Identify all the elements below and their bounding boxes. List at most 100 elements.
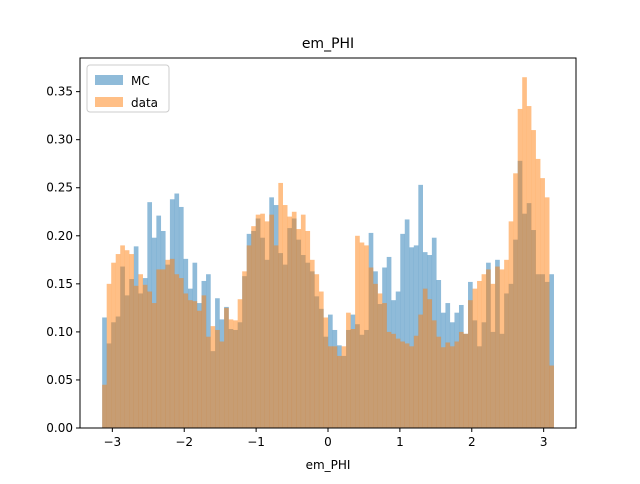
bar: [332, 346, 338, 428]
bar: [169, 258, 175, 428]
bar: [359, 242, 365, 428]
bar: [513, 173, 518, 428]
y-tick-label: 0.05: [46, 373, 73, 387]
bar: [427, 299, 433, 428]
x-axis-label: em_PHI: [306, 458, 351, 472]
bar: [535, 158, 541, 428]
bar: [377, 293, 383, 428]
y-tick-label: 0.00: [46, 421, 73, 435]
bar: [386, 331, 392, 428]
bar: [219, 341, 225, 428]
bar: [102, 384, 107, 428]
bar: [346, 312, 351, 428]
bar: [341, 346, 347, 428]
bar: [314, 274, 320, 428]
bar: [264, 221, 270, 428]
y-tick-label: 0.10: [46, 325, 73, 339]
legend: MC data: [86, 64, 170, 113]
bar: [165, 259, 171, 428]
bar: [477, 280, 482, 428]
bar: [463, 333, 469, 428]
bar: [228, 319, 234, 428]
bar: [395, 338, 401, 428]
bar: [540, 178, 545, 428]
bar: [404, 343, 410, 428]
bar: [499, 269, 505, 428]
legend-label-mc: MC: [131, 74, 150, 88]
bar: [549, 365, 554, 428]
bar: [242, 271, 247, 428]
bar: [133, 285, 139, 428]
x-tick-label: −3: [103, 435, 121, 449]
bar: [102, 317, 107, 428]
bar: [156, 269, 162, 428]
bar: [224, 307, 229, 428]
bar: [309, 259, 315, 428]
bar: [436, 336, 442, 428]
bar: [246, 245, 252, 428]
bar: [337, 355, 342, 428]
bar: [237, 299, 243, 428]
legend-swatch-data: [95, 97, 123, 107]
bar: [282, 205, 288, 428]
bar: [323, 317, 329, 428]
bar: [260, 213, 265, 428]
bar: [490, 283, 496, 428]
bar: [486, 269, 491, 428]
bar: [192, 301, 198, 428]
x-tick-label: 0: [324, 435, 332, 449]
x-tick-label: 1: [396, 435, 404, 449]
bar: [255, 214, 261, 428]
bar: [495, 266, 500, 428]
bar: [449, 346, 455, 428]
bar: [142, 284, 148, 428]
bar: [160, 269, 166, 428]
y-tick-label: 0.15: [46, 277, 73, 291]
bar: [355, 235, 360, 428]
bar: [305, 230, 311, 428]
series-data: [102, 77, 554, 429]
bar: [147, 291, 153, 428]
bar: [400, 341, 405, 428]
bar: [418, 314, 423, 428]
bar: [111, 262, 116, 428]
bar: [296, 229, 302, 428]
bar: [458, 331, 464, 428]
bar: [522, 77, 527, 428]
bar: [422, 288, 428, 428]
bar: [404, 219, 410, 428]
bar: [233, 320, 238, 428]
bar: [472, 288, 478, 428]
bar: [391, 333, 396, 428]
bar: [129, 254, 134, 428]
chart-title: em_PHI: [302, 36, 354, 52]
bar: [251, 226, 256, 428]
bar: [526, 106, 532, 429]
bar: [291, 211, 297, 428]
bar: [269, 214, 274, 428]
bar: [115, 254, 121, 428]
bar: [350, 329, 356, 428]
bar: [431, 320, 437, 428]
bar: [454, 341, 460, 428]
x-tick-label: −2: [175, 435, 193, 449]
bar: [210, 326, 216, 428]
bar: [481, 274, 487, 428]
y-tick-label: 0.30: [46, 133, 73, 147]
bar: [273, 245, 279, 428]
bar: [364, 245, 369, 428]
x-axis-ticks: −3 −2 −1 0 1 2 3: [103, 428, 547, 449]
bar: [382, 303, 387, 428]
x-tick-label: 3: [540, 435, 548, 449]
bar: [418, 184, 423, 428]
bar: [120, 245, 125, 428]
bar: [368, 267, 374, 428]
bar: [178, 278, 184, 428]
y-tick-label: 0.35: [46, 85, 73, 99]
bar: [106, 283, 112, 428]
y-axis-ticks: 0.00 0.05 0.10 0.15 0.20 0.25 0.30 0.35: [46, 85, 80, 435]
bar: [206, 336, 211, 428]
bar: [215, 329, 220, 428]
